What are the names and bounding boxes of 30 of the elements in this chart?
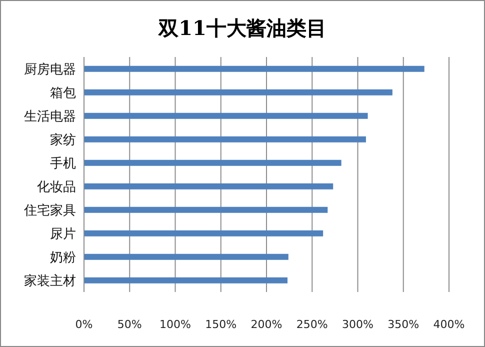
y-tick-label: 奶粉 bbox=[50, 250, 76, 266]
bar bbox=[84, 277, 288, 284]
bar bbox=[84, 230, 324, 236]
x-tick-label: 400% bbox=[433, 318, 465, 331]
x-tick-label: 350% bbox=[388, 318, 420, 331]
bar bbox=[84, 136, 366, 142]
x-tick-label: 200% bbox=[250, 318, 282, 331]
bar bbox=[84, 254, 288, 260]
y-tick-label: 化妆品 bbox=[37, 180, 76, 195]
bar bbox=[84, 160, 342, 166]
x-tick-label: 0% bbox=[75, 318, 93, 331]
y-tick-label: 尿片 bbox=[50, 226, 76, 242]
y-tick-label: 箱包 bbox=[50, 86, 76, 101]
bar bbox=[84, 183, 334, 190]
y-tick-label: 手机 bbox=[50, 156, 76, 172]
x-tick-label: 250% bbox=[296, 318, 328, 331]
x-tick-label: 50% bbox=[117, 318, 142, 331]
x-tick-label: 150% bbox=[205, 318, 237, 331]
x-tick-label: 100% bbox=[160, 318, 191, 331]
bar bbox=[84, 66, 424, 72]
y-tick-label: 生活电器 bbox=[24, 109, 76, 124]
chart-title: 双11十大酱油类目 bbox=[157, 15, 328, 40]
bar bbox=[84, 89, 392, 96]
y-tick-label: 厨房电器 bbox=[24, 61, 76, 78]
bar bbox=[84, 206, 328, 213]
y-tick-label: 家纺 bbox=[50, 132, 76, 148]
x-tick-label: 300% bbox=[342, 318, 374, 331]
y-tick-label: 家装主材 bbox=[24, 272, 76, 289]
y-tick-label: 住宅家具 bbox=[23, 202, 76, 218]
bar bbox=[84, 112, 368, 119]
